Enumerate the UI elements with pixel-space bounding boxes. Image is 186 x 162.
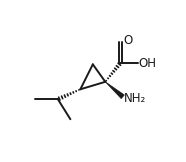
Polygon shape bbox=[105, 82, 124, 99]
Text: O: O bbox=[123, 34, 133, 47]
Text: NH₂: NH₂ bbox=[124, 92, 146, 105]
Text: OH: OH bbox=[138, 57, 156, 70]
